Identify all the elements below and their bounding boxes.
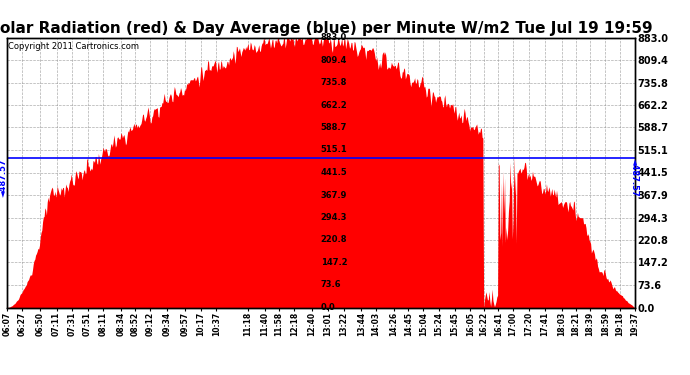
Text: 294.3: 294.3 (321, 213, 347, 222)
Text: 883.0: 883.0 (321, 33, 347, 42)
Text: 809.4: 809.4 (321, 56, 347, 64)
Text: 588.7: 588.7 (321, 123, 347, 132)
Text: 0.0: 0.0 (321, 303, 335, 312)
Text: 220.8: 220.8 (321, 236, 347, 244)
Text: 147.2: 147.2 (321, 258, 348, 267)
Text: 441.5: 441.5 (321, 168, 348, 177)
Text: 735.8: 735.8 (321, 78, 347, 87)
Text: 662.2: 662.2 (321, 100, 348, 109)
Text: Copyright 2011 Cartronics.com: Copyright 2011 Cartronics.com (8, 42, 139, 51)
Text: 515.1: 515.1 (321, 146, 348, 154)
Text: ◄487.57: ◄487.57 (630, 158, 640, 197)
Text: 367.9: 367.9 (321, 190, 347, 200)
Text: ◄487.57: ◄487.57 (0, 158, 8, 197)
Text: 73.6: 73.6 (321, 280, 342, 290)
Title: Solar Radiation (red) & Day Average (blue) per Minute W/m2 Tue Jul 19 19:59: Solar Radiation (red) & Day Average (blu… (0, 21, 653, 36)
